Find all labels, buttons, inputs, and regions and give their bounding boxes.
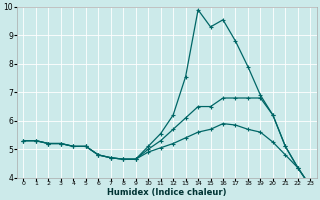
X-axis label: Humidex (Indice chaleur): Humidex (Indice chaleur) [107, 188, 227, 197]
